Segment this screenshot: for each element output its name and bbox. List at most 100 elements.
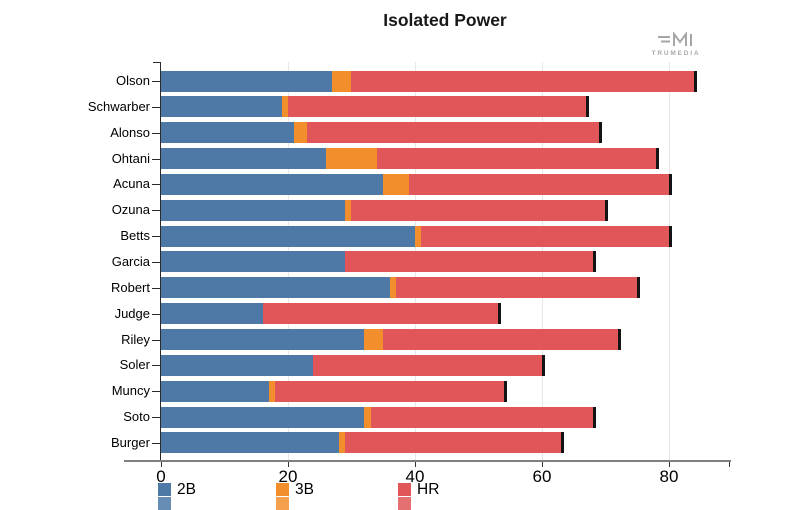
bar-segment-3b[interactable] (345, 199, 352, 221)
bar-endcap (637, 277, 641, 299)
bar-segment-hr[interactable] (262, 303, 498, 325)
legend-item-hr[interactable]: HR (398, 481, 440, 498)
bar-segment-hr[interactable] (351, 199, 606, 221)
bar-segment-hr[interactable] (345, 251, 593, 273)
bar-segment-2b[interactable] (161, 354, 314, 376)
bar-endcap (599, 122, 603, 144)
x-tick-label-0: 0 (156, 467, 166, 486)
bar-segment-hr[interactable] (275, 380, 504, 402)
bar-segment-2b[interactable] (161, 432, 339, 454)
bar-segment-3b[interactable] (268, 380, 276, 402)
bar-row-acuna (161, 173, 672, 195)
bar-row-alonso (161, 122, 603, 144)
category-tick (152, 81, 160, 82)
bar-segment-hr[interactable] (383, 329, 619, 351)
bar-segment-2b[interactable] (161, 380, 269, 402)
legend-clipped-swatch-hr (398, 497, 411, 510)
trumedia-logo: TRUMEDIA (648, 32, 704, 57)
bar-endcap (656, 148, 660, 170)
bar-endcap (592, 251, 596, 273)
bar-segment-2b[interactable] (161, 406, 365, 428)
bar-segment-hr[interactable] (313, 354, 542, 376)
bar-segment-3b[interactable] (364, 329, 384, 351)
bar-segment-3b[interactable] (338, 432, 346, 454)
x-axis (124, 460, 731, 462)
bar-segment-2b[interactable] (161, 277, 390, 299)
category-tick (152, 365, 160, 367)
bar-segment-hr[interactable] (395, 277, 638, 299)
bar-segment-2b[interactable] (161, 199, 346, 221)
bar-row-soler (161, 354, 545, 376)
bar-endcap (668, 225, 672, 247)
category-label-burger: Burger (110, 434, 150, 450)
x-tick-20 (288, 462, 289, 467)
x-tick-label-20: 20 (278, 467, 298, 486)
bar-segment-2b[interactable] (161, 251, 346, 273)
bar-segment-3b[interactable] (415, 225, 422, 247)
legend-label-hr: HR (417, 481, 440, 498)
bar-row-olson (161, 70, 698, 92)
bar-endcap (586, 96, 590, 118)
bar-segment-2b[interactable] (161, 303, 263, 325)
bar-row-judge (161, 303, 501, 325)
category-tick (152, 184, 160, 186)
category-label-robert: Robert (110, 279, 150, 295)
gridline-80 (669, 62, 670, 461)
bar-segment-2b[interactable] (161, 122, 295, 144)
bar-segment-3b[interactable] (326, 148, 377, 170)
bar-row-garcia (161, 251, 596, 273)
bar-endcap (541, 354, 545, 376)
category-tick (152, 236, 160, 238)
bar-segment-2b[interactable] (161, 96, 282, 118)
bar-segment-2b[interactable] (161, 225, 415, 247)
legend-clipped-swatch-3b (276, 497, 289, 510)
bar-segment-3b[interactable] (332, 70, 352, 92)
category-label-soto: Soto (123, 409, 150, 425)
legend-swatch-hr (398, 483, 411, 496)
bar-segment-hr[interactable] (351, 70, 695, 92)
chart-title: Isolated Power (383, 10, 507, 30)
bar-segment-3b[interactable] (294, 122, 308, 144)
bar-segment-3b[interactable] (383, 173, 409, 195)
category-tick (152, 287, 160, 289)
bar-segment-hr[interactable] (408, 173, 669, 195)
category-label-judge: Judge (114, 305, 150, 321)
bar-segment-2b[interactable] (161, 70, 333, 92)
category-tick (152, 261, 160, 263)
bar-segment-2b[interactable] (161, 173, 384, 195)
category-tick (152, 339, 160, 341)
category-tick (152, 106, 160, 108)
bar-endcap (561, 432, 565, 454)
legend-item-2b[interactable]: 2B (158, 481, 196, 498)
bar-segment-hr[interactable] (345, 432, 562, 454)
bar-segment-2b[interactable] (161, 148, 327, 170)
bar-segment-hr[interactable] (421, 225, 669, 247)
category-label-riley: Riley (121, 331, 150, 347)
category-tick (152, 313, 160, 315)
trumedia-logo-icon (658, 32, 692, 46)
category-tick (152, 210, 160, 212)
bar-segment-hr[interactable] (376, 148, 657, 170)
category-label-alonso: Alonso (110, 124, 150, 140)
bar-row-muncy (161, 380, 507, 402)
category-label-olson: Olson (116, 73, 150, 88)
category-tick (152, 158, 160, 160)
x-tick-40 (415, 462, 416, 467)
bar-segment-hr[interactable] (307, 122, 600, 144)
legend-label-2b: 2B (177, 481, 196, 498)
bar-segment-hr[interactable] (370, 406, 593, 428)
bar-segment-3b[interactable] (364, 406, 371, 428)
bar-segment-3b[interactable] (281, 96, 288, 118)
category-label-garcia: Garcia (111, 253, 150, 269)
x-tick-80 (669, 462, 670, 467)
bar-endcap (668, 173, 672, 195)
trumedia-logo-text: TRUMEDIA (651, 50, 701, 57)
y-axis (160, 62, 161, 461)
bar-row-schwarber (161, 96, 590, 118)
bar-row-burger (161, 432, 565, 454)
bar-segment-2b[interactable] (161, 329, 365, 351)
legend-item-3b[interactable]: 3B (276, 481, 314, 498)
bar-segment-hr[interactable] (287, 96, 587, 118)
legend-label-3b: 3B (295, 481, 314, 498)
bar-segment-3b[interactable] (389, 277, 396, 299)
